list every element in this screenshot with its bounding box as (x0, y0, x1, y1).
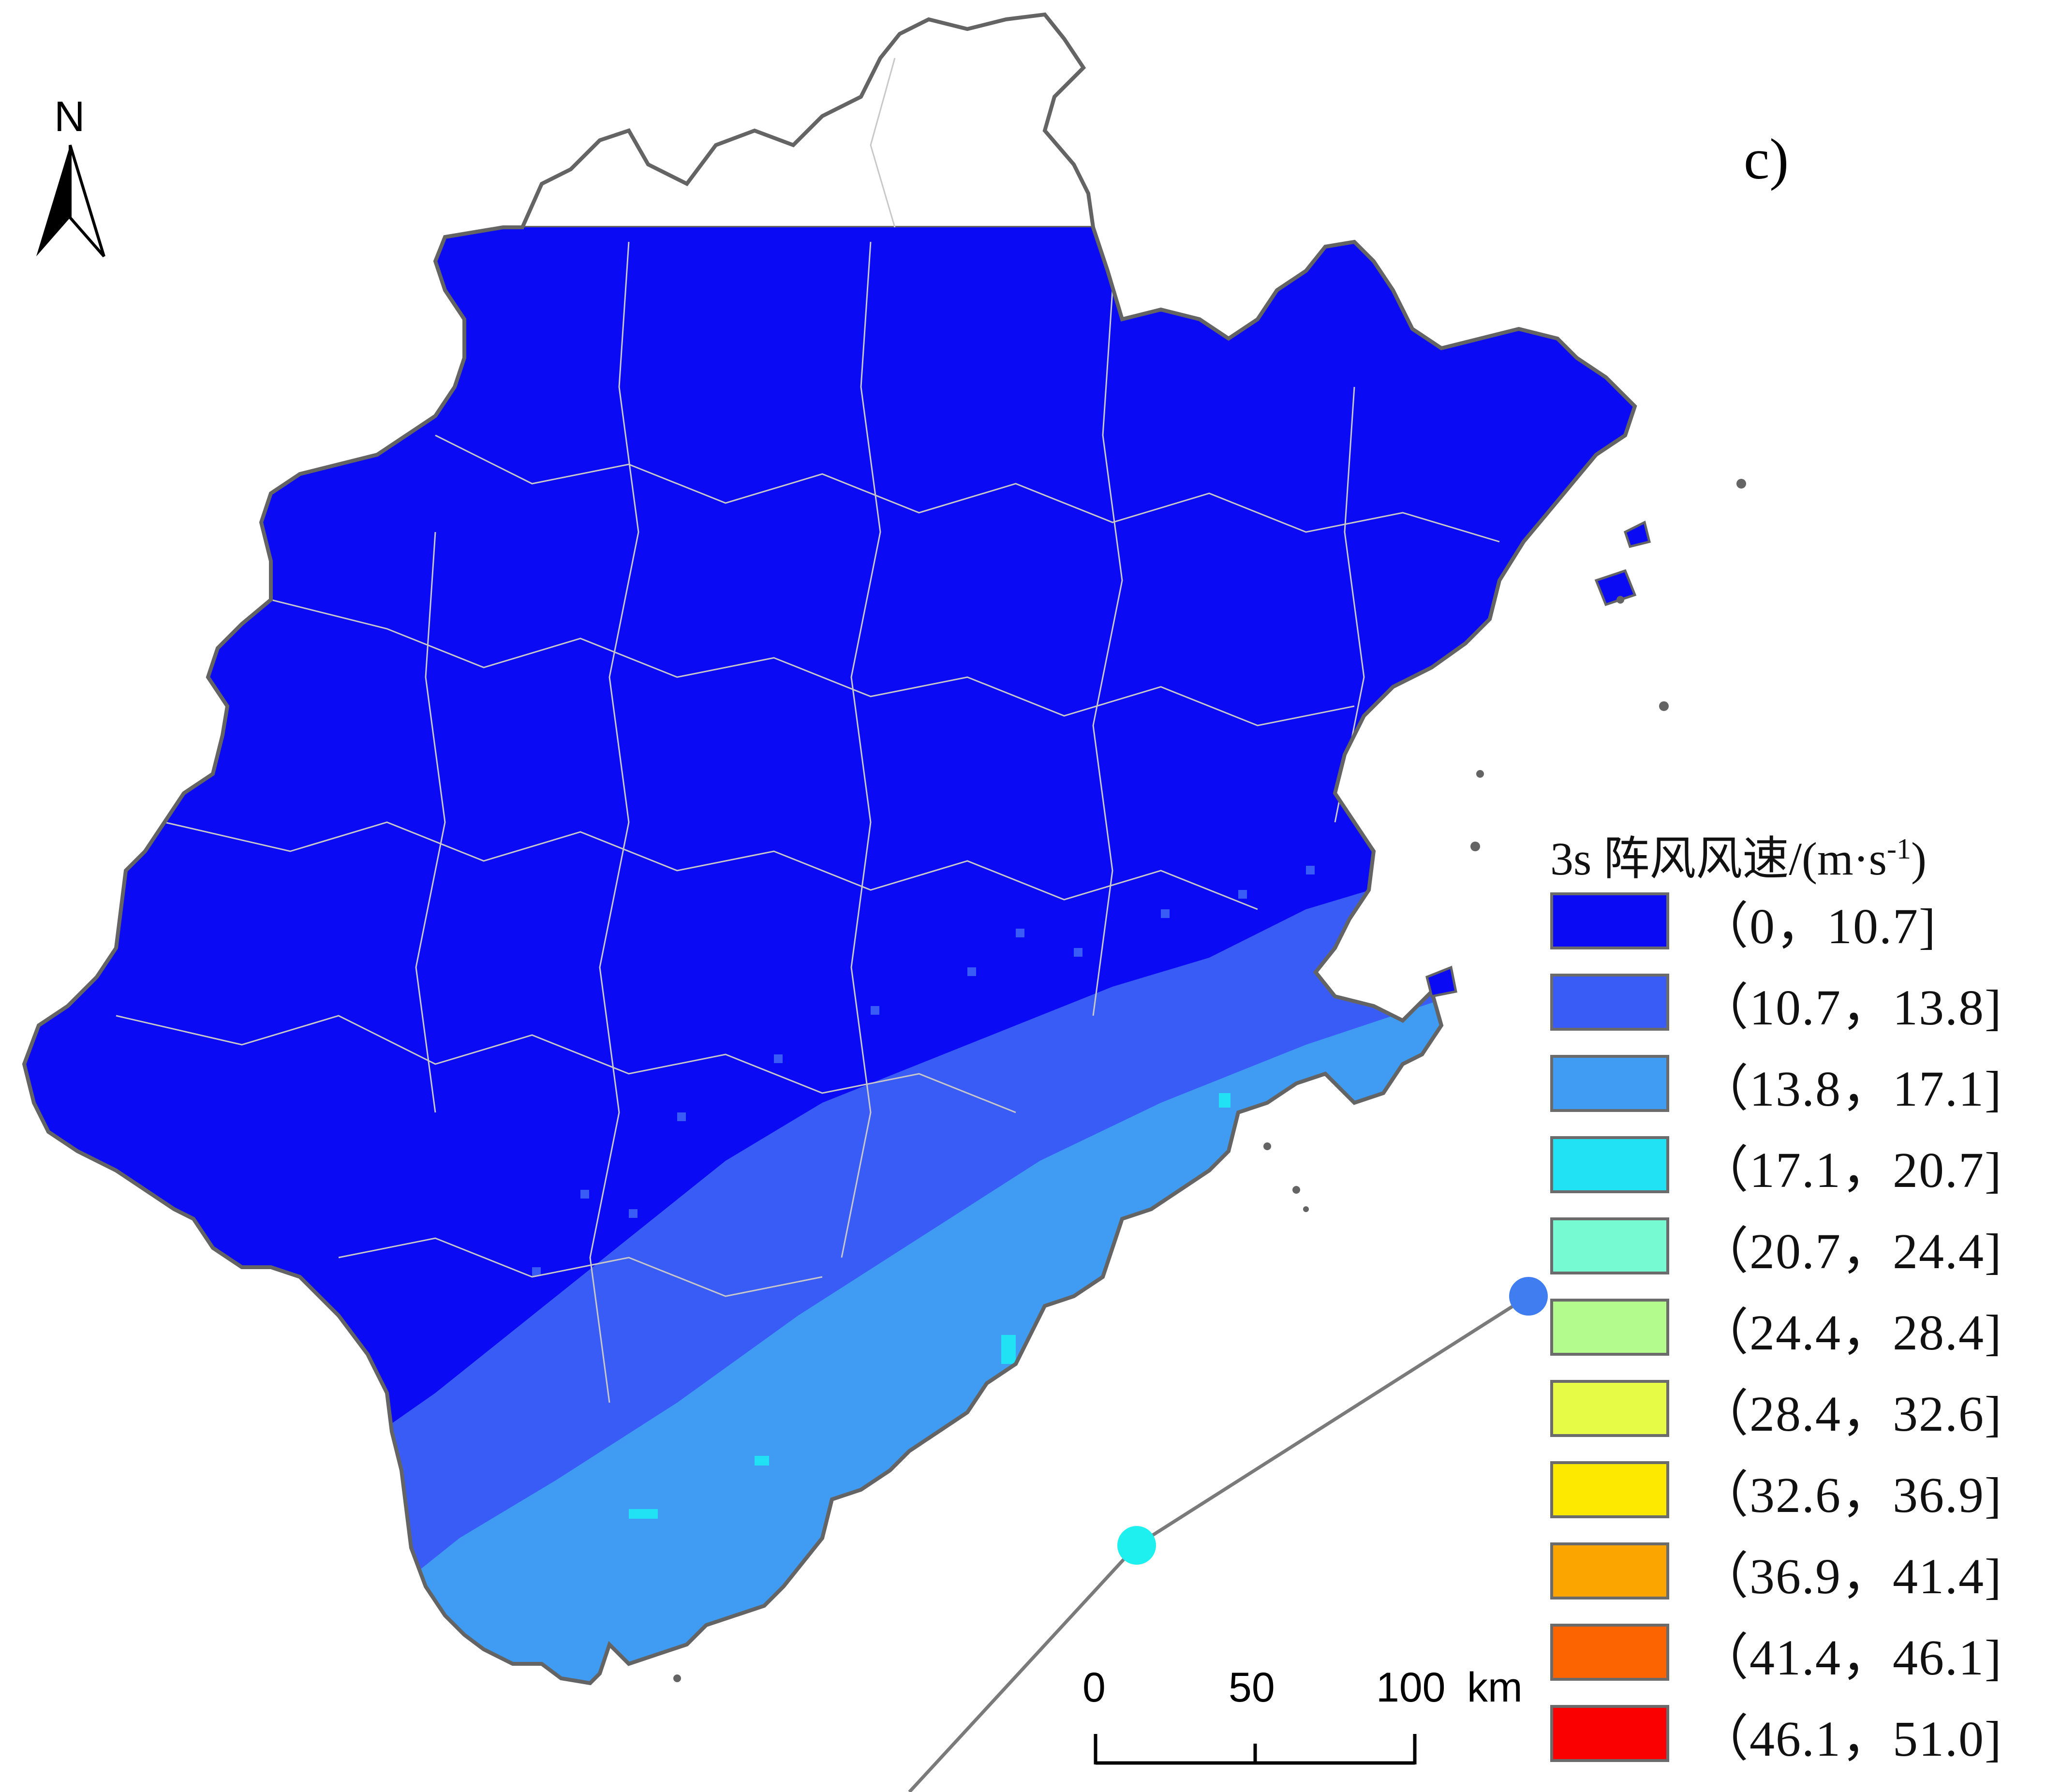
legend-swatch (1550, 1542, 1669, 1599)
typhoon-track-line (1136, 1295, 1529, 1547)
legend-range: （32.6，36.9] (1698, 1467, 2002, 1523)
legend-item: （10.7，13.8] (1550, 962, 2044, 1043)
legend-item: （0，10.7] (1550, 880, 2044, 962)
north-arrow-icon (36, 145, 105, 257)
scale-unit: km (1467, 1664, 1523, 1711)
northern-unshaded-region (520, 13, 1095, 229)
legend-swatch (1550, 1055, 1669, 1112)
legend-swatch (1550, 892, 1669, 949)
legend-item: （24.4，28.4] (1550, 1287, 2044, 1368)
legend-item: （41.4，46.1] (1550, 1612, 2044, 1693)
zone-17.1-20.7-spots (629, 1093, 1231, 1519)
legend-range: （46.1，51.0] (1698, 1711, 2002, 1767)
legend-range: （0，10.7] (1698, 898, 1937, 954)
scale-tick-100: 100 (1376, 1664, 1446, 1711)
legend-item: （28.4，32.6] (1550, 1368, 2044, 1449)
legend-range: （36.9，41.4] (1698, 1548, 2002, 1604)
small-islets (673, 479, 1746, 1682)
legend-range: （20.7，24.4] (1698, 1223, 2002, 1279)
legend-item: （17.1，20.7] (1550, 1124, 2044, 1205)
north-label: N (54, 92, 85, 140)
legend-title-main: 3s 阵风风速/(m·s (1550, 833, 1887, 885)
typhoon-track-point (1117, 1526, 1156, 1565)
legend-item: （13.8，17.1] (1550, 1043, 2044, 1124)
legend-swatch (1550, 1624, 1669, 1681)
offshore-islands (1425, 520, 1651, 998)
legend-swatch (1550, 974, 1669, 1031)
legend: 3s 阵风风速/(m·s-1) （0，10.7] （10.7，13.8] （13… (1550, 817, 2044, 1774)
scale-bar (1094, 1734, 1417, 1765)
legend-range: （17.1，20.7] (1698, 1142, 2002, 1198)
legend-swatch (1550, 1299, 1669, 1356)
scale-tick-50: 50 (1229, 1664, 1275, 1711)
zone-speckles (532, 866, 1315, 1276)
typhoon-track-line-south (908, 1544, 1138, 1792)
legend-swatch (1550, 1136, 1669, 1193)
legend-swatch (1550, 1217, 1669, 1274)
legend-items: （0，10.7] （10.7，13.8] （13.8，17.1] （17.1，2… (1550, 880, 2044, 1774)
legend-range: （41.4，46.1] (1698, 1629, 2002, 1686)
typhoon-track-point (1509, 1277, 1548, 1316)
legend-title-end: ) (1911, 833, 1927, 885)
legend-item: （32.6，36.9] (1550, 1449, 2044, 1530)
legend-swatch (1550, 1705, 1669, 1762)
legend-range: （10.7，13.8] (1698, 979, 2002, 1036)
legend-title-sup: -1 (1887, 833, 1911, 865)
legend-swatch (1550, 1461, 1669, 1518)
scale-tick-0: 0 (1082, 1664, 1106, 1711)
legend-item: （36.9，41.4] (1550, 1530, 2044, 1612)
legend-item: （46.1，51.0] (1550, 1693, 2044, 1774)
legend-range: （24.4，28.4] (1698, 1304, 2002, 1361)
legend-item: （20.7，24.4] (1550, 1205, 2044, 1287)
legend-range: （28.4，32.6] (1698, 1386, 2002, 1442)
legend-range: （13.8，17.1] (1698, 1061, 2002, 1117)
legend-title: 3s 阵风风速/(m·s-1) (1550, 817, 2044, 885)
panel-label: c) (1744, 127, 1789, 191)
legend-swatch (1550, 1380, 1669, 1437)
